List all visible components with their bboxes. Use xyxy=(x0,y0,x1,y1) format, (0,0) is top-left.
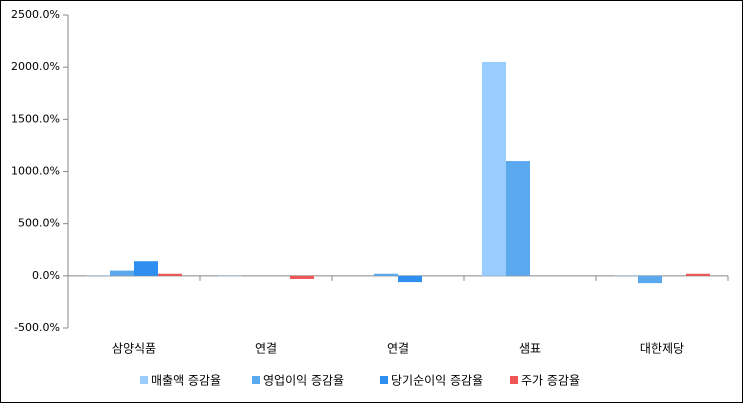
bar xyxy=(134,261,158,276)
legend-swatch xyxy=(380,376,388,384)
legend-swatch xyxy=(252,376,260,384)
bar xyxy=(638,275,662,284)
bar xyxy=(398,275,422,283)
y-tick-label: 0.0% xyxy=(32,269,60,282)
bar xyxy=(218,275,242,277)
bar xyxy=(86,275,110,276)
bar xyxy=(290,275,314,279)
y-tick-label: 500.0% xyxy=(18,217,60,230)
bar xyxy=(482,61,506,276)
bar xyxy=(686,273,710,276)
legend-swatch xyxy=(140,376,148,384)
bar xyxy=(158,273,182,276)
x-tick-label: 연결 xyxy=(255,342,277,356)
legend-label: 영업이익 증감율 xyxy=(263,374,344,388)
x-tick-label: 삼양식품 xyxy=(112,342,156,356)
bar xyxy=(374,273,398,276)
y-tick-label: 1500.0% xyxy=(11,112,60,125)
legend-label: 주가 증감율 xyxy=(521,374,580,388)
bar xyxy=(614,275,638,276)
legend-label: 매출액 증감율 xyxy=(151,374,221,388)
y-tick-label: -500.0% xyxy=(14,321,60,334)
x-tick-label: 샘표 xyxy=(519,342,541,356)
legend-swatch xyxy=(510,376,518,384)
bar xyxy=(110,270,134,276)
bar xyxy=(506,161,530,276)
y-tick-label: 1000.0% xyxy=(11,165,60,178)
legend-label: 당기순이익 증감율 xyxy=(391,374,483,388)
x-tick-label: 연결 xyxy=(387,342,409,356)
y-tick-label: 2500.0% xyxy=(11,8,60,21)
x-tick-label: 대한제당 xyxy=(640,342,684,356)
y-tick-label: 2000.0% xyxy=(11,60,60,73)
